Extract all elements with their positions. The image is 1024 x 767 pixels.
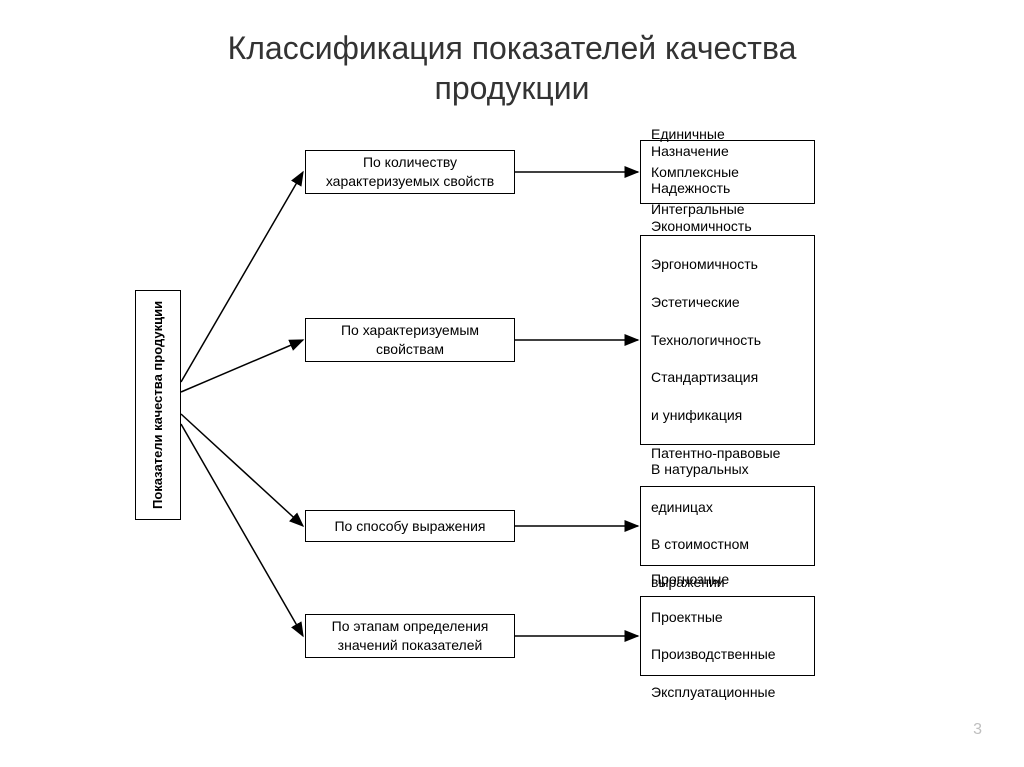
right-line: Эксплуатационные: [651, 683, 804, 702]
root-node: Показатели качества продукции: [135, 290, 181, 520]
right-line: В стоимостном: [651, 535, 804, 554]
title-line-1: Классификация показателей качества: [228, 30, 797, 66]
right-line: Технологичность: [651, 331, 804, 350]
page-title: Классификация показателей качества проду…: [0, 0, 1024, 108]
right-line: Надежность: [651, 179, 804, 198]
right-node-1: НазначениеНадежностьЭкономичностьЭргоном…: [640, 235, 815, 445]
mid-node-2: По способу выражения: [305, 510, 515, 542]
right-node-2: В натуральныхединицахВ стоимостномвыраже…: [640, 486, 815, 566]
right-line: Производственные: [651, 645, 804, 664]
mid-node-0: По количествухарактеризуемых свойств: [305, 150, 515, 194]
mid-label: По этапам определениязначений показателе…: [316, 617, 504, 655]
right-line: Стандартизация: [651, 368, 804, 387]
right-line: и унификация: [651, 406, 804, 425]
right-line: В натуральных: [651, 460, 804, 479]
right-line: Эргономичность: [651, 255, 804, 274]
page-number: 3: [973, 721, 982, 739]
mid-label: По характеризуемымсвойствам: [316, 321, 504, 359]
title-line-2: продукции: [435, 70, 590, 106]
right-line: Проектные: [651, 608, 804, 627]
root-label: Показатели качества продукции: [149, 301, 167, 509]
right-line: единицах: [651, 498, 804, 517]
right-line: Прогнозные: [651, 570, 804, 589]
mid-node-1: По характеризуемымсвойствам: [305, 318, 515, 362]
mid-label: По количествухарактеризуемых свойств: [316, 153, 504, 191]
mid-node-3: По этапам определениязначений показателе…: [305, 614, 515, 658]
right-line: Эстетические: [651, 293, 804, 312]
mid-label: По способу выражения: [316, 517, 504, 536]
classification-diagram: Показатели качества продукции По количес…: [0, 130, 1024, 750]
right-line: Экономичность: [651, 217, 804, 236]
right-line: Назначение: [651, 142, 804, 161]
right-node-3: ПрогнозныеПроектныеПроизводственныеЭкспл…: [640, 596, 815, 676]
